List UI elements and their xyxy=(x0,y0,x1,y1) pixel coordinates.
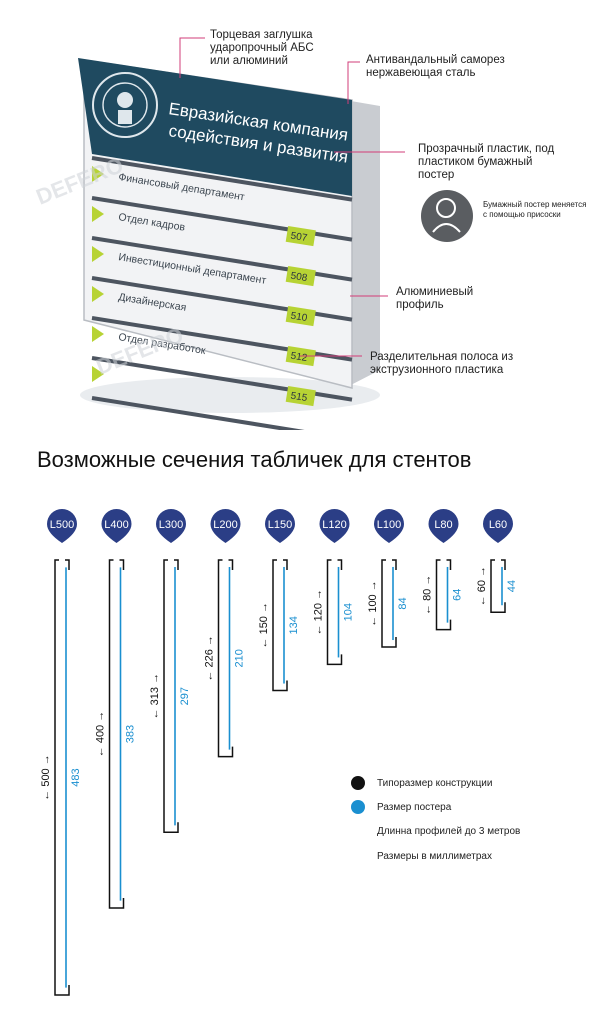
legend-length-note: Длинна профилей до 3 метров xyxy=(377,826,521,837)
room-number-badge xyxy=(285,305,316,327)
room-number: 508 xyxy=(290,271,309,285)
profile-tag: L80 xyxy=(434,519,452,531)
sign-illustration: Евразийская компания содействия и развит… xyxy=(33,37,473,430)
profile-body xyxy=(108,559,125,909)
sign-header xyxy=(78,58,352,196)
room-number: 507 xyxy=(290,231,309,245)
profile-tag: L300 xyxy=(159,519,183,531)
profile-body xyxy=(217,559,234,758)
profile-l500: L500 ← 500 → 483 xyxy=(40,509,82,996)
poster-size: 483 xyxy=(70,768,82,786)
poster-size: 297 xyxy=(179,687,191,705)
pin-marker xyxy=(101,509,132,543)
profile-tag: L500 xyxy=(50,519,74,531)
legend-poster-label: Размер постера xyxy=(377,802,452,813)
profile-tag: L120 xyxy=(322,519,346,531)
callout-profile: Алюминиевый профиль xyxy=(396,286,474,311)
row-separator xyxy=(91,156,353,202)
room-number: 515 xyxy=(290,391,309,405)
poster-size: 44 xyxy=(506,580,518,592)
construction-size: ← 500 → xyxy=(40,754,52,800)
construction-size: ← 60 → xyxy=(476,566,488,606)
pin-marker xyxy=(265,509,295,543)
suction-cup-icon xyxy=(421,190,473,242)
pin-marker xyxy=(319,509,350,543)
legend-units-note: Размеры в миллиметрах xyxy=(377,851,492,862)
construction-size: ← 313 → xyxy=(149,673,161,719)
chevron-icon xyxy=(92,286,104,302)
construction-size: ← 226 → xyxy=(204,635,216,681)
profile-body xyxy=(163,559,179,834)
profile-l150: L150 ← 150 → 134 xyxy=(258,509,300,692)
legend-construction-dot xyxy=(351,776,365,790)
profile-body xyxy=(272,559,288,692)
poster-size: 383 xyxy=(125,725,137,743)
room-number-badge xyxy=(285,225,316,247)
profile-body xyxy=(381,559,397,648)
profile-body xyxy=(490,559,506,613)
profile-tag: L400 xyxy=(104,519,128,531)
poster-size: 84 xyxy=(397,597,409,609)
row-separator xyxy=(91,396,305,430)
callout-end-cap: Торцевая заглушка ударопрочный АБС или а… xyxy=(210,29,314,67)
construction-size: ← 80 → xyxy=(422,575,434,615)
callout-screw: Антивандальный саморез нержавеющая сталь xyxy=(366,54,505,79)
right-profile xyxy=(345,100,380,388)
room-number: 510 xyxy=(290,311,309,325)
pin-marker xyxy=(47,509,77,543)
profile-tag: L150 xyxy=(268,519,292,531)
chevron-icon xyxy=(92,366,104,382)
emblem-icon xyxy=(92,72,158,138)
chevron-icon xyxy=(92,326,104,342)
profile-body xyxy=(54,559,70,996)
callout-plastic: Прозрачный пластик, под пластиком бумажн… xyxy=(418,143,555,181)
profile-l200: L200 ← 226 → 210 xyxy=(204,509,246,758)
profile-l60: L60 ← 60 → 44 xyxy=(476,509,518,613)
callout-strip: Разделительная полоса из экструзионного … xyxy=(370,351,514,376)
callout-lines xyxy=(179,37,405,357)
poster-size: 104 xyxy=(343,603,355,621)
profile-l80: L80 ← 80 → 64 xyxy=(422,509,464,631)
legend-poster-dot xyxy=(351,800,365,814)
pin-marker xyxy=(428,509,459,543)
profile-l400: L400 ← 400 → 383 xyxy=(95,509,137,909)
construction-size: ← 150 → xyxy=(258,602,270,648)
profile-body xyxy=(435,559,452,631)
profile-l100: L100 ← 100 → 84 xyxy=(367,509,409,648)
section-title: Возможные сечения табличек для стентов xyxy=(37,447,472,472)
pin-marker xyxy=(483,509,513,543)
room-number-badge xyxy=(285,385,316,407)
poster-size: 64 xyxy=(452,589,464,601)
pin-marker xyxy=(210,509,241,543)
left-chevrons xyxy=(92,166,104,382)
profile-body xyxy=(326,559,343,666)
chevron-icon xyxy=(92,166,104,182)
room-number-badge xyxy=(285,265,316,287)
pin-marker xyxy=(156,509,186,543)
room-number: 512 xyxy=(290,351,309,365)
profile-tag: L200 xyxy=(213,519,237,531)
chevron-icon xyxy=(92,206,104,222)
pin-marker xyxy=(374,509,404,543)
poster-size: 210 xyxy=(234,649,246,667)
construction-size: ← 120 → xyxy=(313,589,325,635)
callout-poster-note: Бумажный постер меняется с помощью присо… xyxy=(483,200,587,219)
profile-l120: L120 ← 120 → 104 xyxy=(313,509,355,666)
construction-size: ← 100 → xyxy=(367,580,379,626)
profile-tag: L60 xyxy=(489,519,507,531)
chevron-icon xyxy=(92,246,104,262)
construction-size: ← 400 → xyxy=(95,711,107,757)
profile-tag: L100 xyxy=(377,519,401,531)
poster-size: 134 xyxy=(288,616,300,634)
legend-construction-label: Типоразмер конструкции xyxy=(377,778,493,789)
profile-l300: L300 ← 313 → 297 xyxy=(149,509,191,834)
